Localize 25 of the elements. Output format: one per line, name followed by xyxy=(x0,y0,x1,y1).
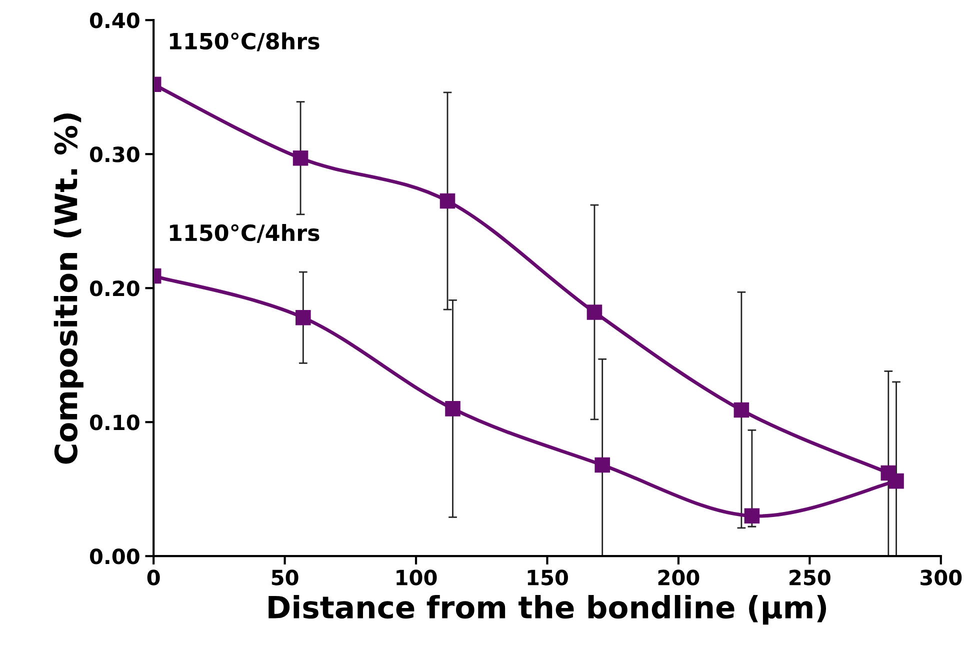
point xyxy=(445,401,460,416)
point xyxy=(292,150,308,166)
point xyxy=(744,508,760,524)
series-label: 1150°C/8hrs xyxy=(170,32,320,52)
point xyxy=(888,473,904,489)
x-tick-label: 100 xyxy=(396,570,437,586)
x-tick-label: 300 xyxy=(920,570,962,586)
point xyxy=(594,457,610,473)
series-label: 1150°C/4hrs xyxy=(170,224,320,243)
point xyxy=(296,310,311,326)
x-tick-label: 250 xyxy=(790,570,830,586)
y-tick-label: 0.00 xyxy=(90,548,140,564)
point xyxy=(734,402,750,418)
x-tick-label: 200 xyxy=(658,570,700,586)
y-tick-label: 0.40 xyxy=(90,12,140,28)
x-tick-label: 50 xyxy=(272,570,298,586)
x-tick-label: 150 xyxy=(528,570,568,586)
point xyxy=(586,304,602,320)
x-tick-label: 0 xyxy=(147,570,160,586)
y-axis-title: Composition (Wt. %) xyxy=(54,114,84,464)
point xyxy=(440,193,456,209)
x-axis-title: Distance from the bondline (µm) xyxy=(268,595,826,625)
y-tick-label: 0.20 xyxy=(90,280,140,296)
y-tick-label: 0.30 xyxy=(90,146,140,162)
y-tick-label: 0.10 xyxy=(90,414,140,430)
